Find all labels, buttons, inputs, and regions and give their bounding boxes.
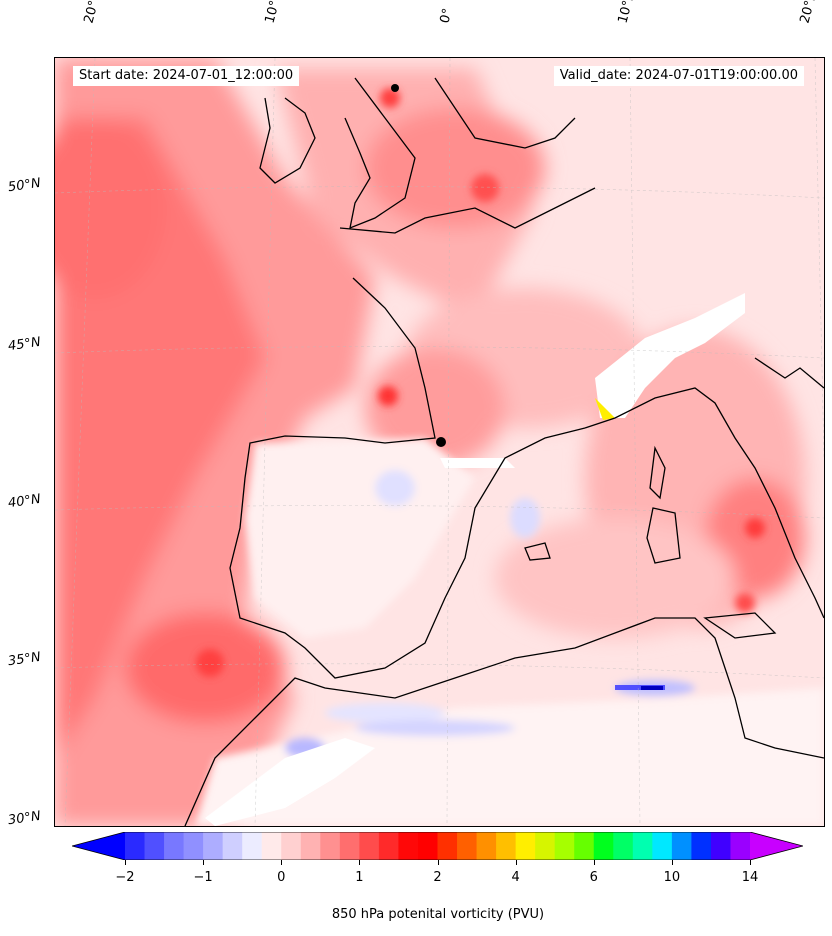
colorbar-bin — [339, 832, 360, 860]
colorbar-tick-mark — [281, 860, 283, 865]
colorbar-tick-mark — [359, 860, 361, 865]
colorbar-tick-mark — [437, 860, 439, 865]
colorbar-bin — [437, 832, 458, 860]
lat-label-35n: 35°N — [7, 649, 42, 670]
colorbar-tick-mark — [203, 860, 205, 865]
lon-label-10w: 10°W — [262, 0, 287, 25]
colorbar-bin — [164, 832, 185, 860]
lat-label-50n: 50°N — [7, 175, 42, 196]
coastlines — [184, 77, 824, 826]
lon-label-0: 0° — [437, 6, 456, 26]
colorbar-bin — [691, 832, 712, 860]
colorbar-tick-label: 14 — [741, 870, 759, 885]
pv-field — [55, 58, 824, 826]
colorbar-bin — [320, 832, 341, 860]
colorbar-bin — [652, 832, 673, 860]
colorbar-label: 850 hPa potenital vorticity (PVU) — [331, 907, 545, 922]
colorbar-tick-label: 0 — [277, 870, 286, 885]
colorbar-extend-max — [750, 832, 803, 860]
colorbar-tick-label: −2 — [115, 870, 135, 885]
colorbar-bin — [398, 832, 419, 860]
colorbar-tick-mark — [593, 860, 595, 865]
colorbar-bin — [300, 832, 321, 860]
colorbar-bin — [125, 832, 146, 860]
colorbar-bin — [144, 832, 165, 860]
colorbar-bin — [281, 832, 302, 860]
colorbar-bin — [183, 832, 204, 860]
colorbar-bin — [242, 832, 263, 860]
lon-label-20e: 20°E — [797, 0, 821, 26]
colorbar-tick-label: 6 — [589, 870, 598, 885]
colorbar-tick-label: 2 — [433, 870, 442, 885]
colorbar-bin — [222, 832, 243, 860]
colorbar-bin — [574, 832, 595, 860]
colorbar-tick-mark — [515, 860, 517, 865]
colorbar-bin — [671, 832, 692, 860]
lat-label-45n: 45°N — [7, 334, 42, 355]
colorbar-bin — [496, 832, 517, 860]
colorbar-tick-label: −1 — [193, 870, 213, 885]
colorbar-tick-label: 4 — [511, 870, 520, 885]
colorbar-bin — [535, 832, 556, 860]
colorbar-bin — [613, 832, 634, 860]
colorbar-bin — [203, 832, 224, 860]
map-panel[interactable]: Start date: 2024-07-01_12:00:00 Valid_da… — [54, 57, 825, 827]
colorbar — [72, 832, 803, 860]
lon-label-20w: 20°W — [81, 0, 106, 25]
colorbar-tick-label: 10 — [663, 870, 681, 885]
colorbar-bin — [632, 832, 653, 860]
colorbar-bin — [593, 832, 614, 860]
lon-label-10e: 10°E — [615, 0, 639, 26]
colorbar-bin — [378, 832, 399, 860]
lat-label-40n: 40°N — [7, 491, 42, 512]
colorbar-bin — [730, 832, 751, 860]
colorbar-tick-mark — [750, 860, 751, 865]
colorbar-bin — [261, 832, 282, 860]
colorbar-bin — [417, 832, 438, 860]
valid-date-label: Valid_date: 2024-07-01T19:00:00.00 — [553, 66, 804, 86]
colorbar-bin — [515, 832, 536, 860]
colorbar-tick-label: 1 — [355, 870, 364, 885]
colorbar-bin — [359, 832, 380, 860]
colorbar-extend-min — [72, 832, 125, 860]
colorbar-bin — [710, 832, 731, 860]
colorbar-tick-mark — [671, 860, 673, 865]
lat-label-30n: 30°N — [7, 808, 42, 829]
colorbar-bin — [476, 832, 497, 860]
colorbar-bin — [554, 832, 575, 860]
colorbar-tick-mark — [125, 860, 126, 865]
start-date-label: Start date: 2024-07-01_12:00:00 — [73, 66, 300, 86]
colorbar-bin — [457, 832, 478, 860]
